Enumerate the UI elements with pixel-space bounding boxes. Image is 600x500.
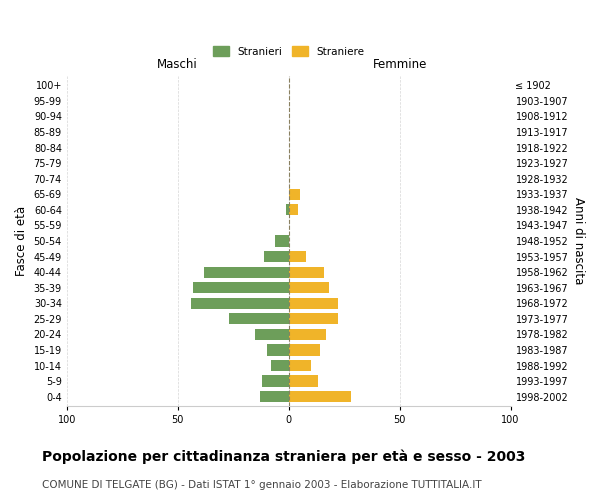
Bar [289, 313, 338, 324]
Bar [229, 313, 289, 324]
Text: Maschi: Maschi [157, 58, 198, 71]
Bar [205, 266, 289, 278]
Bar [289, 329, 326, 340]
Bar [289, 282, 329, 294]
Bar [289, 360, 311, 371]
Bar [191, 298, 289, 309]
Bar [264, 251, 289, 262]
Bar [289, 391, 351, 402]
Bar [193, 282, 289, 294]
Text: COMUNE DI TELGATE (BG) - Dati ISTAT 1° gennaio 2003 - Elaborazione TUTTITALIA.IT: COMUNE DI TELGATE (BG) - Dati ISTAT 1° g… [42, 480, 482, 490]
Bar [275, 236, 289, 246]
Bar [289, 188, 300, 200]
Bar [286, 204, 289, 216]
Bar [262, 376, 289, 386]
Text: Femmine: Femmine [373, 58, 427, 71]
Text: Popolazione per cittadinanza straniera per età e sesso - 2003: Popolazione per cittadinanza straniera p… [42, 450, 526, 464]
Bar [266, 344, 289, 356]
Bar [289, 266, 324, 278]
Y-axis label: Anni di nascita: Anni di nascita [572, 198, 585, 284]
Bar [289, 298, 338, 309]
Y-axis label: Fasce di età: Fasce di età [15, 206, 28, 276]
Bar [260, 391, 289, 402]
Bar [271, 360, 289, 371]
Legend: Stranieri, Straniere: Stranieri, Straniere [209, 42, 368, 61]
Bar [289, 251, 307, 262]
Bar [289, 344, 320, 356]
Bar [289, 376, 317, 386]
Bar [289, 204, 298, 216]
Bar [256, 329, 289, 340]
